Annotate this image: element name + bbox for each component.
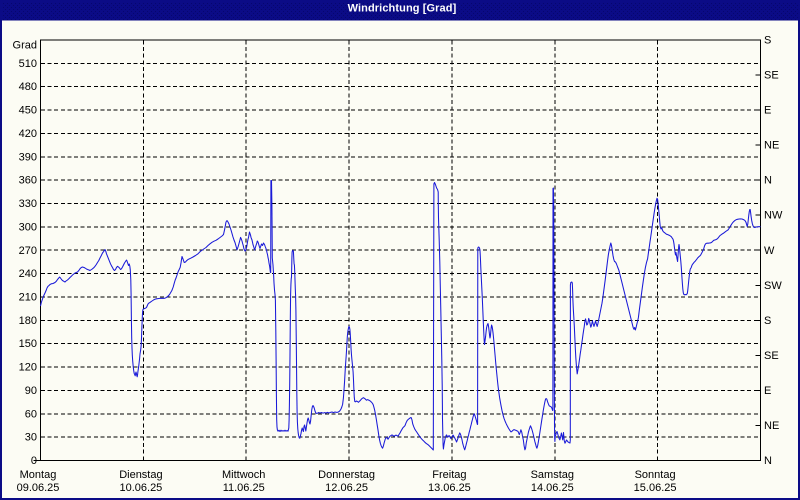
svg-text:360: 360: [19, 175, 37, 187]
svg-text:420: 420: [19, 128, 37, 140]
svg-text:11.06.25: 11.06.25: [223, 482, 265, 494]
svg-text:450: 450: [19, 105, 37, 117]
svg-text:60: 60: [25, 408, 37, 420]
svg-text:330: 330: [19, 198, 37, 210]
svg-text:SE: SE: [764, 70, 779, 82]
svg-text:12.06.25: 12.06.25: [325, 482, 368, 494]
svg-text:480: 480: [19, 81, 37, 93]
svg-text:0: 0: [31, 455, 37, 467]
svg-text:E: E: [764, 105, 771, 117]
svg-text:390: 390: [19, 151, 37, 163]
svg-text:NW: NW: [764, 210, 783, 222]
svg-text:09.06.25: 09.06.25: [17, 482, 60, 494]
svg-text:120: 120: [19, 362, 37, 374]
svg-text:Samstag: Samstag: [531, 469, 574, 481]
svg-text:Freitag: Freitag: [432, 469, 466, 481]
svg-text:210: 210: [19, 292, 37, 304]
svg-text:W: W: [764, 245, 775, 257]
svg-text:N: N: [764, 455, 772, 467]
svg-text:Dienstag: Dienstag: [119, 469, 162, 481]
svg-text:14.06.25: 14.06.25: [531, 482, 574, 494]
svg-text:90: 90: [25, 385, 37, 397]
svg-text:240: 240: [19, 268, 37, 280]
svg-text:Donnerstag: Donnerstag: [318, 469, 375, 481]
svg-text:SE: SE: [764, 350, 779, 362]
svg-text:SW: SW: [764, 280, 782, 292]
svg-text:NE: NE: [764, 420, 779, 432]
svg-text:S: S: [764, 315, 771, 327]
svg-text:Sonntag: Sonntag: [635, 469, 676, 481]
svg-text:S: S: [764, 35, 771, 47]
svg-text:270: 270: [19, 245, 37, 257]
svg-text:300: 300: [19, 221, 37, 233]
svg-text:150: 150: [19, 338, 37, 350]
svg-text:NE: NE: [764, 140, 779, 152]
svg-text:15.06.25: 15.06.25: [634, 482, 677, 494]
svg-text:180: 180: [19, 315, 37, 327]
svg-text:Mittwoch: Mittwoch: [222, 469, 265, 481]
svg-text:Montag: Montag: [20, 469, 57, 481]
svg-text:30: 30: [25, 432, 37, 444]
svg-text:Grad: Grad: [13, 40, 37, 52]
svg-text:N: N: [764, 175, 772, 187]
svg-text:Windrichtung [Grad]: Windrichtung [Grad]: [348, 3, 457, 15]
svg-text:E: E: [764, 385, 771, 397]
svg-text:13.06.25: 13.06.25: [428, 482, 471, 494]
svg-text:510: 510: [19, 58, 37, 70]
svg-text:10.06.25: 10.06.25: [119, 482, 162, 494]
